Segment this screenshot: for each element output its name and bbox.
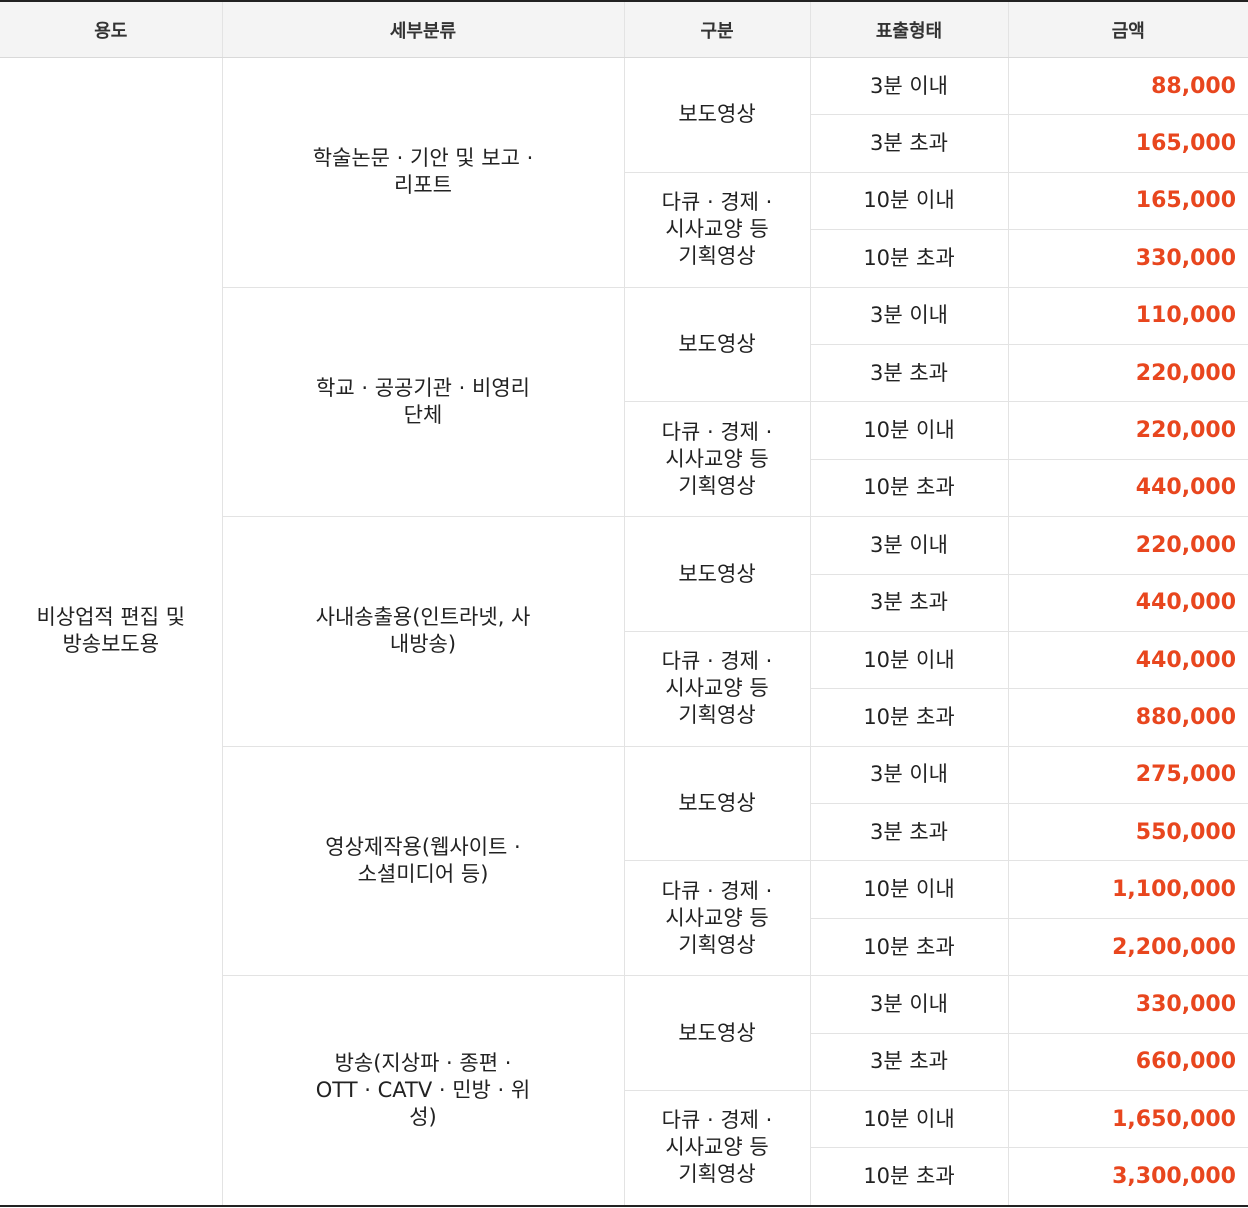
type-cell: 보도영상 (624, 746, 810, 861)
type-cell: 다큐 · 경제 · 시사교양 등 기획영상 (624, 1091, 810, 1206)
format-cell: 3분 초과 (810, 344, 1008, 401)
type-cell: 보도영상 (624, 58, 810, 173)
table-body: 비상업적 편집 및 방송보도용 학술논문 · 기안 및 보고 · 리포트 보도영상 3… (0, 58, 1248, 1206)
format-cell: 3분 초과 (810, 1033, 1008, 1090)
format-cell: 3분 초과 (810, 804, 1008, 861)
amount-cell: 330,000 (1008, 976, 1248, 1033)
format-cell: 10분 초과 (810, 1148, 1008, 1206)
category-cell: 학교 · 공공기관 · 비영리단체 (222, 287, 624, 517)
format-cell: 3분 초과 (810, 574, 1008, 631)
format-cell: 10분 이내 (810, 631, 1008, 688)
type-cell: 다큐 · 경제 · 시사교양 등 기획영상 (624, 861, 810, 976)
category-cell: 학술논문 · 기안 및 보고 · 리포트 (222, 58, 624, 288)
header-usage: 용도 (0, 1, 222, 58)
amount-cell: 165,000 (1008, 115, 1248, 172)
header-amount: 금액 (1008, 1, 1248, 58)
format-cell: 10분 초과 (810, 918, 1008, 975)
amount-cell: 220,000 (1008, 344, 1248, 401)
category-cell: 방송(지상파 · 종편 · OTT · CATV · 민방 · 위성) (222, 976, 624, 1206)
amount-cell: 3,300,000 (1008, 1148, 1248, 1206)
format-cell: 10분 이내 (810, 861, 1008, 918)
amount-cell: 110,000 (1008, 287, 1248, 344)
type-cell: 보도영상 (624, 976, 810, 1091)
format-cell: 10분 이내 (810, 172, 1008, 229)
header-category: 세부분류 (222, 1, 624, 58)
amount-cell: 880,000 (1008, 689, 1248, 746)
usage-cell: 비상업적 편집 및 방송보도용 (0, 58, 222, 1206)
amount-cell: 330,000 (1008, 230, 1248, 287)
amount-cell: 1,100,000 (1008, 861, 1248, 918)
amount-cell: 550,000 (1008, 804, 1248, 861)
amount-cell: 440,000 (1008, 574, 1248, 631)
format-cell: 10분 초과 (810, 459, 1008, 516)
type-cell: 다큐 · 경제 · 시사교양 등 기획영상 (624, 402, 810, 517)
table-row: 비상업적 편집 및 방송보도용 학술논문 · 기안 및 보고 · 리포트 보도영상 3… (0, 58, 1248, 115)
format-cell: 3분 이내 (810, 976, 1008, 1033)
amount-cell: 88,000 (1008, 58, 1248, 115)
header-format: 표출형태 (810, 1, 1008, 58)
amount-cell: 220,000 (1008, 402, 1248, 459)
format-cell: 3분 이내 (810, 746, 1008, 803)
header-row: 용도 세부분류 구분 표출형태 금액 (0, 1, 1248, 58)
amount-cell: 275,000 (1008, 746, 1248, 803)
format-cell: 10분 초과 (810, 230, 1008, 287)
header-type: 구분 (624, 1, 810, 58)
category-cell: 사내송출용(인트라넷, 사내방송) (222, 517, 624, 747)
category-cell: 영상제작용(웹사이트 · 소셜미디어 등) (222, 746, 624, 976)
amount-cell: 165,000 (1008, 172, 1248, 229)
amount-cell: 440,000 (1008, 459, 1248, 516)
amount-cell: 440,000 (1008, 631, 1248, 688)
format-cell: 10분 이내 (810, 402, 1008, 459)
type-cell: 보도영상 (624, 517, 810, 632)
amount-cell: 660,000 (1008, 1033, 1248, 1090)
format-cell: 3분 초과 (810, 115, 1008, 172)
type-cell: 다큐 · 경제 · 시사교양 등 기획영상 (624, 172, 810, 287)
amount-cell: 1,650,000 (1008, 1091, 1248, 1148)
format-cell: 3분 이내 (810, 287, 1008, 344)
format-cell: 10분 초과 (810, 689, 1008, 746)
amount-cell: 220,000 (1008, 517, 1248, 574)
format-cell: 10분 이내 (810, 1091, 1008, 1148)
format-cell: 3분 이내 (810, 517, 1008, 574)
type-cell: 다큐 · 경제 · 시사교양 등 기획영상 (624, 631, 810, 746)
amount-cell: 2,200,000 (1008, 918, 1248, 975)
type-cell: 보도영상 (624, 287, 810, 402)
format-cell: 3분 이내 (810, 58, 1008, 115)
